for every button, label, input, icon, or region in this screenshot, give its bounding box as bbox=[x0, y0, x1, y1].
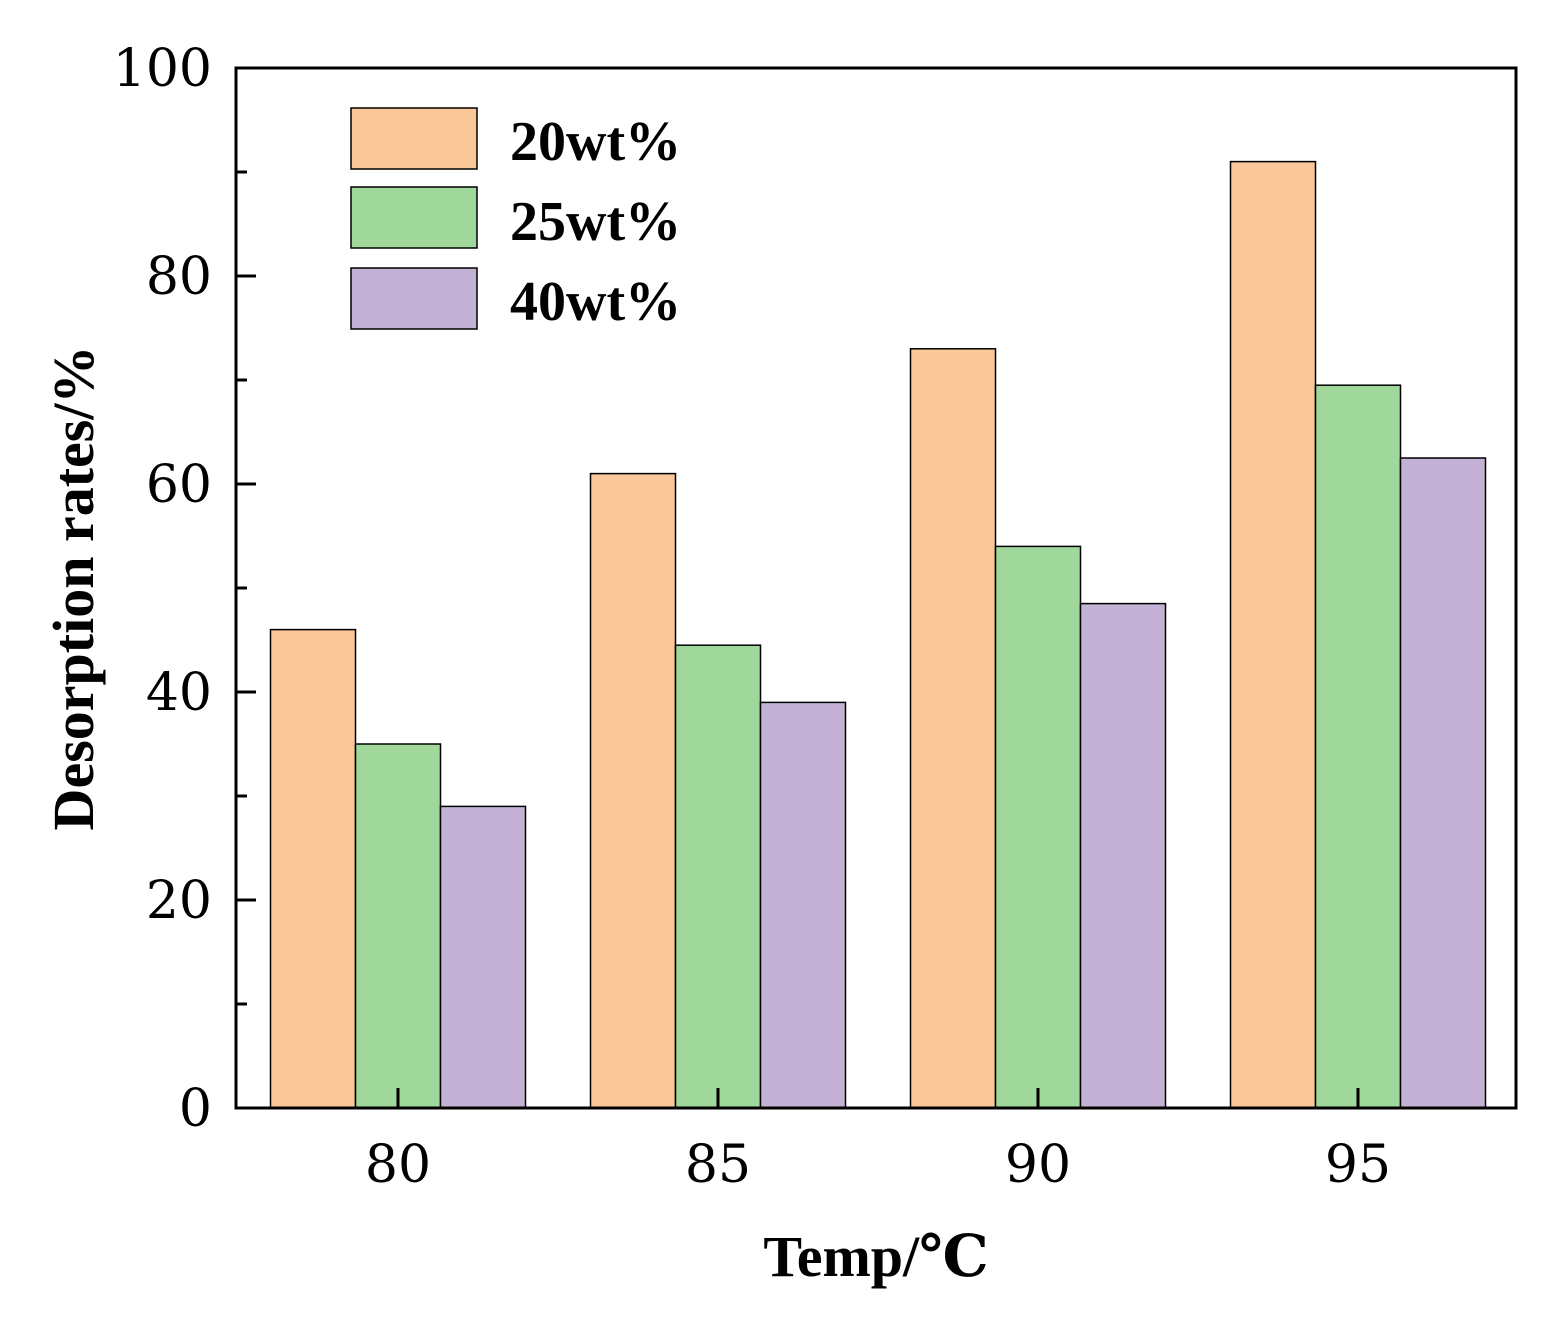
legend-swatch-25wt bbox=[350, 186, 478, 249]
bar-40wtpct-85 bbox=[759, 701, 847, 1109]
bar-20wtpct-80 bbox=[269, 628, 357, 1109]
y-tick-label-100: 100 bbox=[113, 39, 212, 99]
bar-20wtpct-95 bbox=[1229, 160, 1317, 1109]
x-tick-label-95: 95 bbox=[1325, 1135, 1391, 1195]
bar-20wtpct-85 bbox=[589, 472, 677, 1109]
bar-40wtpct-80 bbox=[439, 805, 527, 1109]
bar-25wtpct-95 bbox=[1314, 384, 1402, 1109]
x-tick-label-80: 80 bbox=[365, 1135, 431, 1195]
bar-25wtpct-85 bbox=[674, 644, 762, 1109]
bar-25wtpct-90 bbox=[994, 545, 1082, 1109]
bar-40wtpct-90 bbox=[1079, 602, 1167, 1109]
bars-layer bbox=[269, 160, 1487, 1109]
y-tick-label-40: 40 bbox=[146, 663, 212, 723]
y-tick-label-80: 80 bbox=[146, 247, 212, 307]
legend-swatch-40wt bbox=[350, 267, 478, 330]
plot-frame bbox=[234, 66, 1518, 1110]
bar-40wtpct-95 bbox=[1399, 457, 1487, 1109]
legend-label-40wt: 40wt% bbox=[510, 271, 681, 333]
bar-20wtpct-90 bbox=[909, 348, 997, 1109]
x-axis-title: Temp/℃ bbox=[763, 1224, 988, 1289]
legend-swatch-20wt bbox=[350, 107, 478, 170]
y-tick-label-0: 0 bbox=[179, 1079, 212, 1139]
x-tick-label-90: 90 bbox=[1005, 1135, 1071, 1195]
y-tick-label-20: 20 bbox=[146, 871, 212, 931]
y-tick-label-60: 60 bbox=[146, 455, 212, 515]
legend-label-25wt: 25wt% bbox=[510, 191, 681, 253]
x-tick-label-85: 85 bbox=[685, 1135, 751, 1195]
legend-label-20wt: 20wt% bbox=[510, 111, 681, 173]
bar-25wtpct-80 bbox=[354, 743, 442, 1109]
legend: 20wt% 25wt% 40wt% bbox=[350, 107, 681, 333]
ticks-layer: 80 85 90 95 0 20 40 60 80 100 bbox=[113, 39, 1391, 1195]
y-axis-title: Desorption rates/% bbox=[41, 346, 106, 831]
